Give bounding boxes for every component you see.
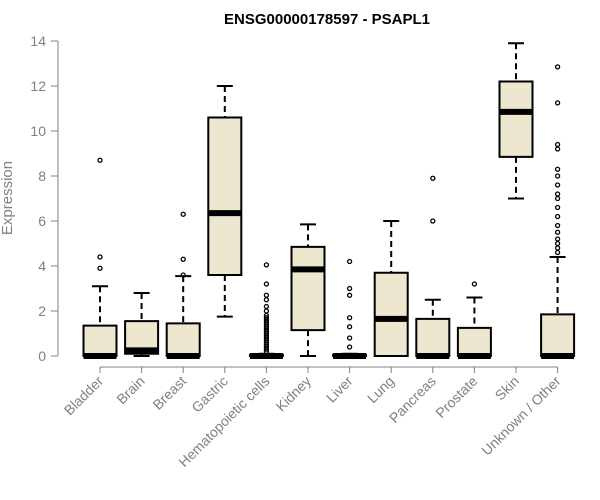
x-tick-label: Prostate xyxy=(432,373,480,421)
outlier-point xyxy=(346,335,353,341)
box xyxy=(456,326,492,357)
box-group-skin xyxy=(498,42,534,200)
outlier-point xyxy=(554,249,561,256)
outlier-point xyxy=(346,324,353,330)
outlier-point xyxy=(97,265,103,271)
y-tick-label: 0 xyxy=(38,348,46,364)
box-group-prostate xyxy=(456,281,492,359)
box xyxy=(415,317,451,357)
outlier-point xyxy=(554,204,561,211)
y-tick-label: 6 xyxy=(38,213,46,229)
box-group-lung xyxy=(373,220,409,357)
outlier-point xyxy=(263,292,270,298)
outlier-point xyxy=(97,254,103,260)
x-tick-label: Skin xyxy=(492,373,523,404)
outlier-point xyxy=(346,344,353,350)
outlier-point xyxy=(554,213,561,220)
outlier-point xyxy=(180,256,186,262)
box-group-liver xyxy=(332,258,368,359)
outlier-point xyxy=(263,262,270,268)
x-tick-label: Unknown / Other xyxy=(478,373,564,459)
box-group-unknown-other xyxy=(540,64,576,359)
outlier-point xyxy=(263,315,270,321)
y-tick-label: 8 xyxy=(38,168,46,184)
box xyxy=(373,271,409,357)
box-group-bladder xyxy=(82,157,118,359)
outlier-point xyxy=(554,222,561,229)
y-tick-label: 14 xyxy=(30,33,46,49)
box xyxy=(498,80,534,158)
outlier-point xyxy=(263,297,270,303)
boxes-layer xyxy=(82,42,576,359)
outlier-point xyxy=(346,285,353,292)
box xyxy=(165,322,201,357)
outlier-point xyxy=(554,245,561,251)
box xyxy=(207,116,243,276)
box-group-gastric xyxy=(207,85,243,318)
y-axis: 0 2 4 6 8 10 12 14 xyxy=(30,33,59,364)
box-group-pancreas xyxy=(415,175,451,359)
outlier-point xyxy=(554,236,561,242)
outlier-point xyxy=(554,240,561,247)
outlier-point xyxy=(430,218,436,224)
box-group-breast xyxy=(165,211,201,359)
chart-title: ENSG00000178597 - PSAPL1 xyxy=(224,11,430,28)
y-tick-label: 10 xyxy=(30,123,46,139)
outlier-point xyxy=(346,315,353,321)
outlier-point xyxy=(554,64,561,70)
box xyxy=(540,313,576,357)
y-axis-title: Expression xyxy=(0,161,16,235)
box xyxy=(290,245,326,332)
outlier-point xyxy=(263,281,270,287)
box-group-kidney xyxy=(290,223,326,357)
outlier-point xyxy=(97,157,103,163)
box xyxy=(82,324,118,357)
outlier-point xyxy=(554,191,561,197)
outlier-point xyxy=(471,281,478,287)
outlier-point xyxy=(430,175,436,181)
box-group-hematopoietic-cells xyxy=(248,262,284,359)
outlier-point xyxy=(554,166,561,172)
x-tick-label: Bladder xyxy=(61,373,107,419)
x-tick-label: Lung xyxy=(364,373,397,406)
box-group-brain xyxy=(124,292,160,357)
outlier-point xyxy=(554,146,561,152)
outlier-point xyxy=(346,258,353,265)
outlier-point xyxy=(554,229,561,235)
y-tick-label: 4 xyxy=(38,258,46,274)
x-tick-label: Kidney xyxy=(273,373,315,415)
outlier-point xyxy=(180,211,186,217)
x-tick-label: Brain xyxy=(113,373,147,407)
outlier-point xyxy=(180,272,186,278)
x-tick-label: Liver xyxy=(323,373,356,406)
outlier-point xyxy=(554,173,561,179)
outlier-point xyxy=(263,303,270,310)
y-tick-label: 12 xyxy=(30,78,46,94)
outlier-point xyxy=(554,100,561,106)
outlier-point xyxy=(554,182,561,188)
y-tick-label: 2 xyxy=(38,303,46,319)
x-tick-label: Breast xyxy=(149,373,189,413)
outlier-point xyxy=(554,195,561,202)
outlier-point xyxy=(346,292,353,298)
outlier-point xyxy=(263,308,270,314)
outlier-point xyxy=(554,141,561,148)
